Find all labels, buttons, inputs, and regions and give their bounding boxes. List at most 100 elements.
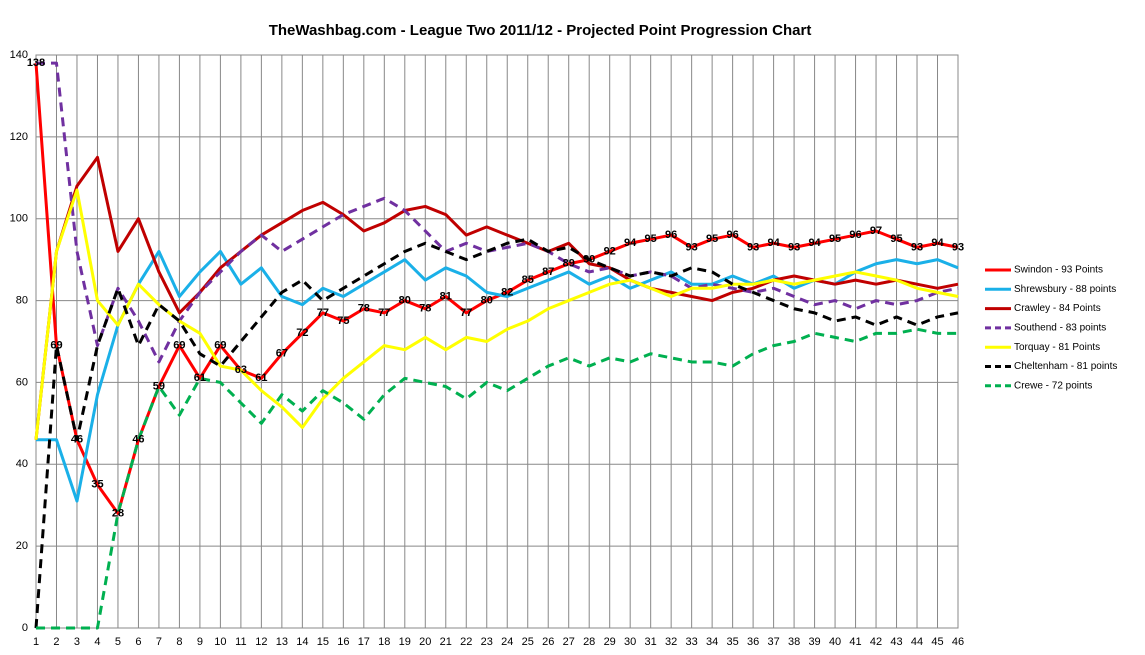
data-label: 78: [419, 303, 431, 315]
data-label: 80: [399, 294, 411, 306]
data-label: 69: [50, 339, 62, 351]
x-tick-label: 30: [624, 636, 636, 648]
legend-label: Swindon - 93 Points: [1014, 265, 1103, 276]
x-tick-label: 39: [808, 636, 820, 648]
data-label: 87: [542, 266, 554, 278]
x-tick-label: 19: [399, 636, 411, 648]
x-tick-label: 38: [788, 636, 800, 648]
y-tick-label: 20: [16, 540, 28, 552]
x-tick-label: 43: [890, 636, 902, 648]
data-label: 138: [27, 57, 45, 69]
x-tick-label: 35: [726, 636, 738, 648]
data-label: 61: [194, 372, 206, 384]
x-tick-label: 46: [952, 636, 964, 648]
x-tick-label: 15: [317, 636, 329, 648]
data-label: 90: [583, 254, 595, 266]
x-tick-label: 45: [931, 636, 943, 648]
data-label: 82: [501, 286, 513, 298]
x-tick-label: 42: [870, 636, 882, 648]
data-label: 95: [829, 233, 841, 245]
series-line: [36, 249, 959, 503]
series-line: [34, 155, 959, 440]
x-tick-label: 23: [481, 636, 493, 648]
data-label: 80: [481, 294, 493, 306]
x-tick-label: 17: [358, 636, 370, 648]
x-tick-label: 33: [686, 636, 698, 648]
data-label: 96: [726, 229, 738, 241]
y-tick-label: 120: [10, 131, 28, 143]
y-tick-label: 80: [16, 294, 28, 306]
data-label: 77: [378, 307, 390, 319]
x-tick-label: 10: [214, 636, 226, 648]
x-tick-label: 21: [440, 636, 452, 648]
data-label: 46: [132, 434, 144, 446]
x-tick-label: 40: [829, 636, 841, 648]
x-tick-label: 12: [255, 636, 267, 648]
series-line: [34, 63, 959, 515]
x-tick-label: 4: [94, 636, 100, 648]
x-tick-label: 36: [747, 636, 759, 648]
y-tick-label: 40: [16, 458, 28, 470]
x-tick-label: 18: [378, 636, 390, 648]
legend-label: Cheltenham - 81 points: [1014, 361, 1117, 372]
data-label: 95: [706, 233, 718, 245]
data-label: 72: [296, 327, 308, 339]
x-tick-label: 25: [522, 636, 534, 648]
y-tick-label: 100: [10, 213, 28, 225]
x-tick-label: 28: [583, 636, 595, 648]
x-tick-label: 26: [542, 636, 554, 648]
x-tick-label: 41: [849, 636, 861, 648]
data-label: 77: [317, 307, 329, 319]
data-label: 89: [563, 258, 575, 270]
x-tick-label: 44: [911, 636, 923, 648]
data-label: 69: [173, 339, 185, 351]
data-label: 94: [624, 237, 637, 249]
x-tick-label: 14: [296, 636, 308, 648]
data-label: 85: [522, 274, 534, 286]
legend-label: Shrewsbury - 88 points: [1014, 284, 1116, 295]
data-label: 92: [604, 245, 616, 257]
x-tick-label: 5: [115, 636, 121, 648]
x-tick-label: 31: [645, 636, 657, 648]
data-label: 61: [255, 372, 267, 384]
data-label: 46: [71, 434, 83, 446]
x-tick-label: 3: [74, 636, 80, 648]
x-tick-label: 7: [156, 636, 162, 648]
legend-label: Crawley - 84 Points: [1014, 303, 1101, 314]
data-label: 95: [645, 233, 657, 245]
data-label: 94: [931, 237, 944, 249]
data-label: 94: [767, 237, 780, 249]
x-tick-label: 11: [235, 636, 246, 648]
chart-title: TheWashbag.com - League Two 2011/12 - Pr…: [269, 22, 812, 39]
data-label: 67: [276, 348, 288, 360]
data-label: 93: [747, 241, 759, 253]
data-label: 94: [808, 237, 821, 249]
y-tick-label: 60: [16, 376, 28, 388]
data-label: 93: [788, 241, 800, 253]
x-tick-label: 32: [665, 636, 677, 648]
data-label: 93: [952, 241, 964, 253]
series-line: [36, 61, 959, 364]
x-tick-label: 8: [176, 636, 182, 648]
data-label: 96: [665, 229, 677, 241]
x-tick-label: 22: [460, 636, 472, 648]
data-label: 63: [235, 364, 247, 376]
x-tick-label: 34: [706, 636, 718, 648]
series-line: [36, 327, 958, 630]
x-tick-label: 24: [501, 636, 513, 648]
data-label: 75: [337, 315, 349, 327]
legend-label: Southend - 83 points: [1014, 323, 1106, 334]
x-tick-label: 6: [135, 636, 141, 648]
x-tick-label: 29: [604, 636, 616, 648]
data-label: 77: [460, 307, 472, 319]
data-label: 93: [911, 241, 923, 253]
legend-label: Crewe - 72 points: [1014, 380, 1092, 391]
data-label: 97: [870, 225, 882, 237]
data-label: 35: [91, 479, 103, 491]
data-label: 81: [440, 290, 452, 302]
data-label: 59: [153, 380, 165, 392]
data-label: 78: [358, 303, 370, 315]
x-tick-label: 2: [53, 636, 59, 648]
x-tick-label: 16: [337, 636, 349, 648]
